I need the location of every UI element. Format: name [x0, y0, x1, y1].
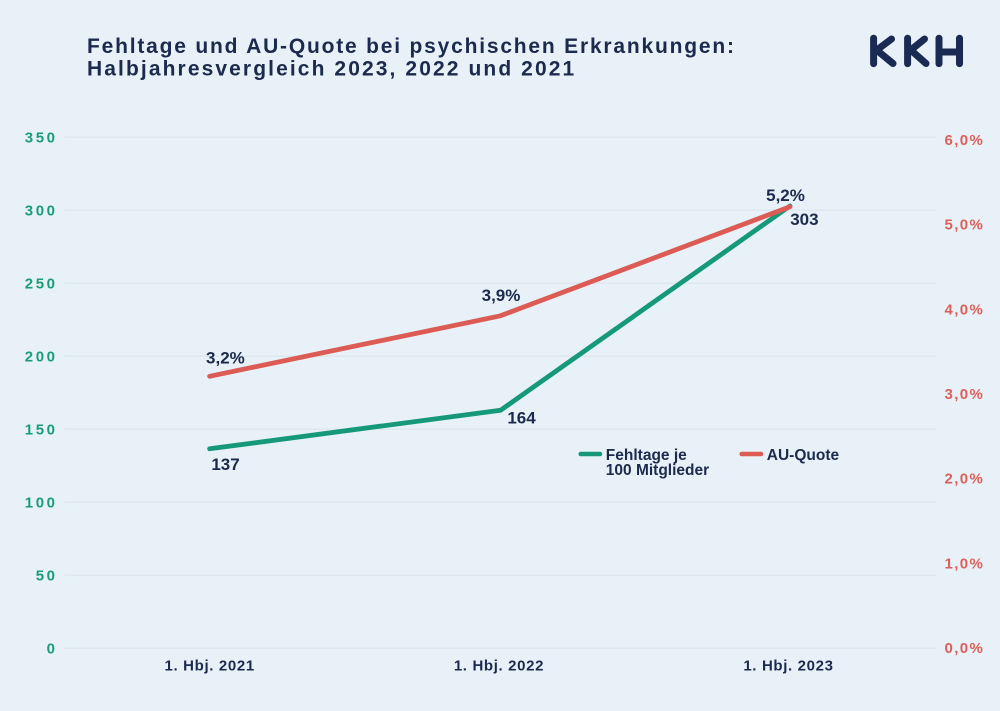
svg-text:137: 137: [211, 455, 239, 474]
svg-text:300: 300: [25, 203, 58, 220]
svg-text:4,0%: 4,0%: [945, 301, 985, 318]
svg-text:5,0%: 5,0%: [945, 217, 985, 234]
svg-text:100 Mitglieder: 100 Mitglieder: [606, 462, 709, 479]
svg-text:164: 164: [507, 408, 536, 427]
svg-text:Halbjahresvergleich 2023, 2022: Halbjahresvergleich 2023, 2022 und 2021: [87, 57, 576, 80]
svg-text:1,0%: 1,0%: [945, 555, 985, 572]
svg-text:Fehltage je: Fehltage je: [606, 447, 687, 464]
svg-text:350: 350: [25, 130, 58, 147]
svg-text:6,0%: 6,0%: [945, 132, 985, 149]
svg-text:Fehltage und AU-Quote bei psyc: Fehltage und AU-Quote bei psychischen Er…: [87, 35, 736, 58]
svg-text:50: 50: [36, 568, 58, 585]
svg-text:150: 150: [25, 422, 58, 439]
svg-text:1. Hbj. 2022: 1. Hbj. 2022: [454, 657, 544, 674]
svg-text:3,2%: 3,2%: [206, 349, 245, 368]
svg-text:0,0%: 0,0%: [945, 640, 985, 657]
svg-text:5,2%: 5,2%: [766, 186, 805, 205]
svg-text:100: 100: [25, 495, 58, 512]
svg-text:2,0%: 2,0%: [945, 471, 985, 488]
svg-text:200: 200: [25, 349, 58, 366]
svg-text:1. Hbj. 2021: 1. Hbj. 2021: [165, 657, 255, 674]
svg-text:0: 0: [47, 641, 58, 658]
svg-text:303: 303: [790, 210, 818, 229]
svg-text:AU-Quote: AU-Quote: [767, 447, 840, 464]
svg-text:3,9%: 3,9%: [482, 286, 521, 305]
svg-text:250: 250: [25, 276, 58, 293]
svg-text:3,0%: 3,0%: [945, 386, 985, 403]
svg-text:1. Hbj. 2023: 1. Hbj. 2023: [743, 657, 833, 674]
